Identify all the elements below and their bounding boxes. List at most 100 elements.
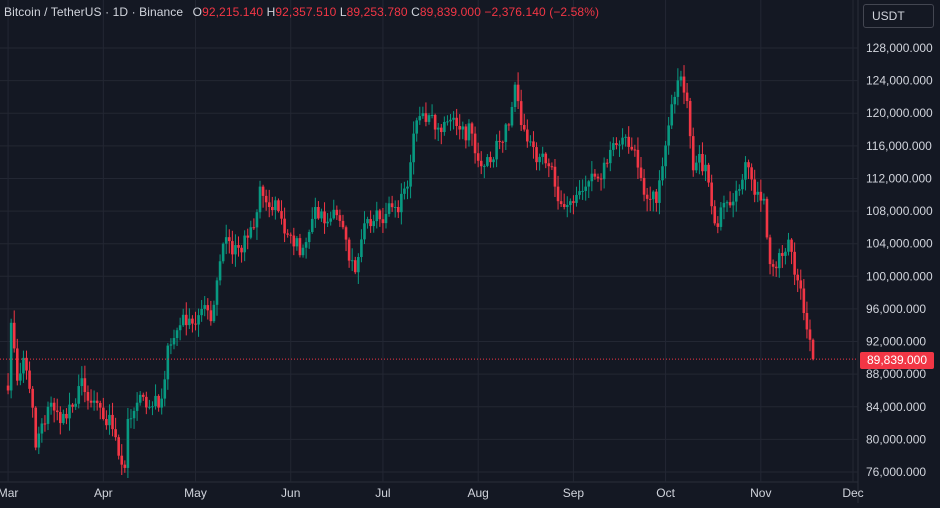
candle: [698, 145, 701, 175]
candle-body: [120, 455, 124, 465]
candle: [105, 410, 108, 430]
candle: [98, 400, 102, 420]
candle-body: [630, 146, 634, 150]
candle: [707, 162, 710, 187]
candle: [396, 200, 400, 219]
candle-body: [547, 163, 551, 167]
candle: [329, 211, 332, 226]
candle: [535, 142, 538, 171]
candle-body: [599, 178, 603, 180]
candle: [166, 343, 170, 390]
y-tick-label: 104,000.000: [866, 237, 933, 251]
candle-body: [728, 202, 732, 206]
candle-body: [805, 313, 809, 330]
candle-body: [344, 227, 348, 240]
candle: [768, 234, 772, 275]
candle-body: [682, 76, 686, 93]
candle: [532, 131, 535, 159]
candle-body: [661, 166, 664, 181]
candle-body: [77, 386, 81, 404]
candle: [424, 102, 428, 127]
candle-body: [323, 211, 326, 224]
candle: [215, 277, 219, 316]
candle: [452, 111, 455, 130]
candle-body: [249, 227, 253, 238]
candle-body: [704, 164, 707, 172]
candle: [274, 196, 277, 220]
candle: [145, 391, 148, 415]
candle: [255, 209, 259, 240]
candle-body: [427, 115, 431, 122]
candle: [476, 142, 480, 168]
candle: [335, 205, 339, 220]
candle: [722, 195, 726, 220]
candle-body: [338, 215, 342, 221]
candle: [695, 155, 698, 174]
candle-body: [744, 162, 747, 180]
x-tick-label: Mar: [0, 486, 18, 500]
x-tick-label: Apr: [94, 486, 113, 500]
y-tick-label: 112,000.000: [866, 171, 932, 185]
candle-body: [575, 194, 578, 203]
candle-body: [9, 322, 13, 391]
candle: [218, 254, 222, 286]
candle: [200, 300, 203, 322]
candle: [77, 374, 81, 409]
candle-body: [621, 137, 624, 145]
candle: [126, 407, 130, 478]
candle-body: [544, 153, 548, 164]
candle: [716, 216, 720, 234]
candle-body: [513, 84, 517, 108]
candle-body: [470, 123, 474, 134]
candle: [744, 156, 747, 191]
candle-body: [593, 173, 597, 177]
candle-body: [59, 412, 62, 424]
candle-body: [529, 141, 532, 143]
x-tick-label: May: [184, 486, 207, 500]
candle-body: [218, 261, 222, 281]
candle: [295, 235, 299, 251]
candle: [713, 200, 717, 226]
candle: [805, 301, 809, 339]
interval-label[interactable]: 1D: [112, 5, 129, 19]
currency-button[interactable]: USDT: [863, 4, 934, 28]
symbol-name[interactable]: Bitcoin / TetherUS: [4, 5, 102, 19]
candle: [781, 245, 784, 268]
candle: [519, 89, 523, 131]
candle-body: [234, 245, 237, 255]
candle-body: [449, 119, 452, 122]
candle-body: [553, 166, 557, 187]
price-axis[interactable]: 128,000.000 124,000.000 120,000.000 116,000…: [866, 41, 933, 479]
candle-body: [157, 395, 160, 408]
time-axis[interactable]: Mar Apr May Jun Jul Aug Sep Oct Nov Dec: [0, 486, 864, 500]
candle: [258, 180, 262, 219]
candle-body: [341, 220, 345, 228]
candle-body: [231, 241, 234, 255]
candle: [510, 101, 514, 128]
candle: [34, 406, 38, 451]
candle: [799, 269, 803, 300]
candle: [234, 234, 237, 267]
candle-body: [258, 186, 262, 213]
candle: [323, 202, 326, 234]
candle: [427, 113, 431, 125]
candle: [28, 361, 31, 394]
candle: [203, 296, 207, 317]
candle: [526, 119, 529, 148]
candle: [80, 366, 84, 396]
candle: [802, 278, 806, 321]
candle: [22, 350, 25, 383]
candle: [624, 134, 627, 147]
candle: [750, 163, 753, 191]
candle: [267, 189, 271, 218]
candle: [544, 152, 548, 169]
candle-body: [406, 186, 409, 189]
candle: [667, 116, 670, 155]
candle-body: [572, 201, 575, 203]
candle-body: [753, 179, 756, 195]
candle: [685, 82, 689, 109]
candle: [280, 200, 283, 225]
candle-body: [295, 238, 299, 247]
